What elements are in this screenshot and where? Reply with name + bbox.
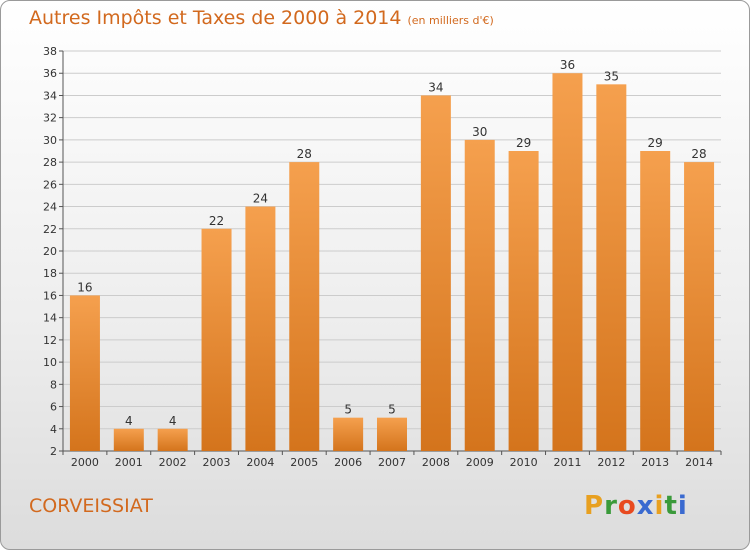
y-tick-label: 14 [43,312,57,325]
bar [377,417,407,451]
bar [113,428,144,451]
x-tick-label: 2013 [641,456,669,469]
x-tick-label: 2009 [466,456,494,469]
bar [464,139,495,451]
bar [596,84,627,451]
y-tick-label: 10 [43,356,57,369]
logo-letter: x [636,491,655,521]
y-tick-label: 22 [43,223,57,236]
y-tick-label: 38 [43,45,57,58]
y-tick-label: 12 [43,334,57,347]
bar [684,162,715,451]
data-label: 34 [428,80,443,94]
logo-letter: i [677,491,688,521]
data-label: 28 [297,147,312,161]
y-tick-label: 24 [43,201,57,214]
bar [333,417,364,451]
bar [69,295,100,451]
x-tick-label: 2003 [203,456,231,469]
logo-letter: o [617,491,637,521]
y-tick-label: 20 [43,245,57,258]
data-label: 35 [604,69,619,83]
bar [289,162,320,451]
y-tick-label: 26 [43,178,57,191]
commune-name: CORVEISSIAT [29,495,153,517]
data-label: 36 [560,58,575,72]
data-label: 4 [169,414,177,428]
bar [508,151,539,451]
proxiti-logo[interactable]: Proxiti [584,491,688,521]
x-tick-label: 2007 [378,456,406,469]
bar [157,428,188,451]
y-tick-label: 2 [50,445,57,458]
y-tick-label: 4 [50,423,57,436]
data-label: 24 [253,192,268,206]
chart-title: Autres Impôts et Taxes de 2000 à 2014 (en… [29,7,494,29]
y-tick-label: 6 [50,401,57,414]
logo-letter: r [604,491,618,521]
x-tick-label: 2000 [71,456,99,469]
bar [640,151,671,451]
x-tick-label: 2012 [597,456,625,469]
x-tick-label: 2014 [685,456,713,469]
x-tick-label: 2006 [334,456,362,469]
x-tick-label: 2011 [553,456,581,469]
y-tick-label: 30 [43,134,57,147]
data-label: 30 [472,125,487,139]
bars [69,73,715,451]
data-label: 5 [388,403,396,417]
logo-letter: i [654,491,665,521]
y-tick-label: 28 [43,156,57,169]
bar [552,73,583,451]
title-text: Autres Impôts et Taxes de 2000 à 2014 [29,7,402,29]
x-tick-label: 2005 [290,456,318,469]
data-label: 4 [125,414,133,428]
y-tick-label: 32 [43,112,57,125]
bar [201,228,232,451]
x-tick-label: 2004 [246,456,274,469]
bar [420,95,451,451]
x-tick-label: 2008 [422,456,450,469]
data-label: 29 [516,136,531,150]
x-tick-label: 2010 [510,456,538,469]
y-tick-label: 8 [50,378,57,391]
data-label: 29 [648,136,663,150]
unit-note: (en milliers d'€) [407,14,494,27]
y-tick-label: 34 [43,89,57,102]
y-tick-label: 18 [43,267,57,280]
data-label: 22 [209,214,224,228]
data-label: 5 [344,403,352,417]
bar [245,206,276,451]
y-tick-label: 16 [43,289,57,302]
data-label: 28 [691,147,706,161]
logo-letter: P [584,491,605,521]
x-tick-label: 2001 [115,456,143,469]
data-label: 16 [77,280,92,294]
logo-letter: t [664,491,678,521]
x-tick-label: 2002 [159,456,187,469]
labels: 16 4 4 22 24 28 5 5 34 30 29 36 35 29 28 [77,58,706,428]
y-tick-label: 36 [43,67,57,80]
